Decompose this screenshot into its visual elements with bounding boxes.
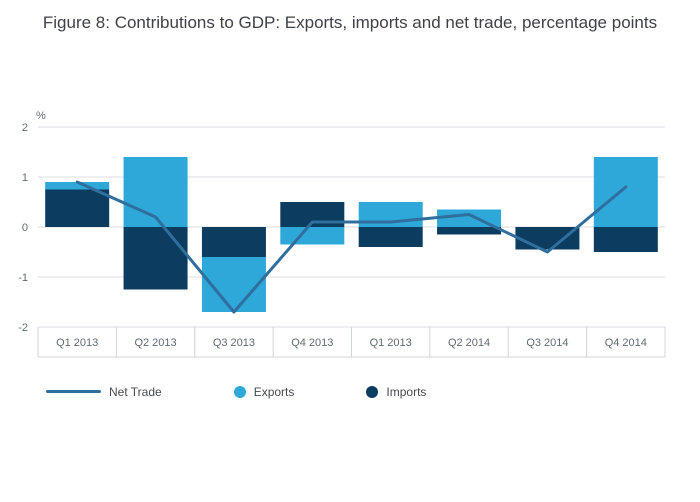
x-tick-label: Q3 2014 xyxy=(526,337,568,349)
x-tick-label: Q4 2013 xyxy=(291,337,333,349)
y-tick-label: -1 xyxy=(18,272,28,284)
x-tick-label: Q2 2013 xyxy=(134,337,176,349)
bar-exports-q4-2014 xyxy=(593,156,658,227)
bar-exports-q1-2013 xyxy=(45,181,110,190)
chart-title: Figure 8: Contributions to GDP: Exports,… xyxy=(42,13,658,32)
bar-imports-q2-2013 xyxy=(123,226,188,290)
bar-imports-q3-2014 xyxy=(515,226,580,250)
y-tick-label: 0 xyxy=(22,222,28,234)
exports-dot-swatch xyxy=(233,385,246,398)
imports-dot-swatch xyxy=(366,385,379,398)
x-tick-label: Q3 2013 xyxy=(213,337,255,349)
line-net-trade xyxy=(75,180,628,314)
legend: Net Trade Exports Imports xyxy=(0,381,700,403)
y-axis-unit-label: % xyxy=(36,110,46,122)
y-tick-label: -2 xyxy=(18,322,28,334)
bar-imports-q1-2013 xyxy=(358,226,423,247)
x-tick-label: Q2 2014 xyxy=(448,337,490,349)
legend-label-net-trade: Net Trade xyxy=(109,384,162,399)
legend-label-imports: Imports xyxy=(386,384,427,399)
y-tick-label: 1 xyxy=(22,172,28,184)
bar-imports-q3-2013 xyxy=(201,226,266,257)
bar-exports-q4-2013 xyxy=(280,226,345,245)
y-tick-label: 2 xyxy=(22,122,28,134)
net-trade-line-swatch xyxy=(46,390,101,394)
x-tick-label: Q1 2013 xyxy=(56,337,98,349)
legend-item-exports[interactable]: Exports xyxy=(233,384,295,399)
bar-imports-q1-2013 xyxy=(45,189,110,227)
bar-imports-q2-2014 xyxy=(437,226,502,235)
legend-item-imports[interactable]: Imports xyxy=(366,385,426,399)
chart-plot-area: 2 1 0 -1 -2% Q1 2013 Q2 2013 Q3 2013 Q4 2013 Q1 2… xyxy=(18,110,666,358)
x-tick-label: Q1 2013 xyxy=(370,337,412,349)
legend-label-exports: Exports xyxy=(253,384,295,399)
bar-imports-q4-2014 xyxy=(593,226,658,252)
x-tick-label: Q4 2014 xyxy=(605,337,647,349)
legend-item-net-trade[interactable]: Net Trade xyxy=(46,385,162,399)
bar-exports-q2-2013 xyxy=(123,156,188,227)
